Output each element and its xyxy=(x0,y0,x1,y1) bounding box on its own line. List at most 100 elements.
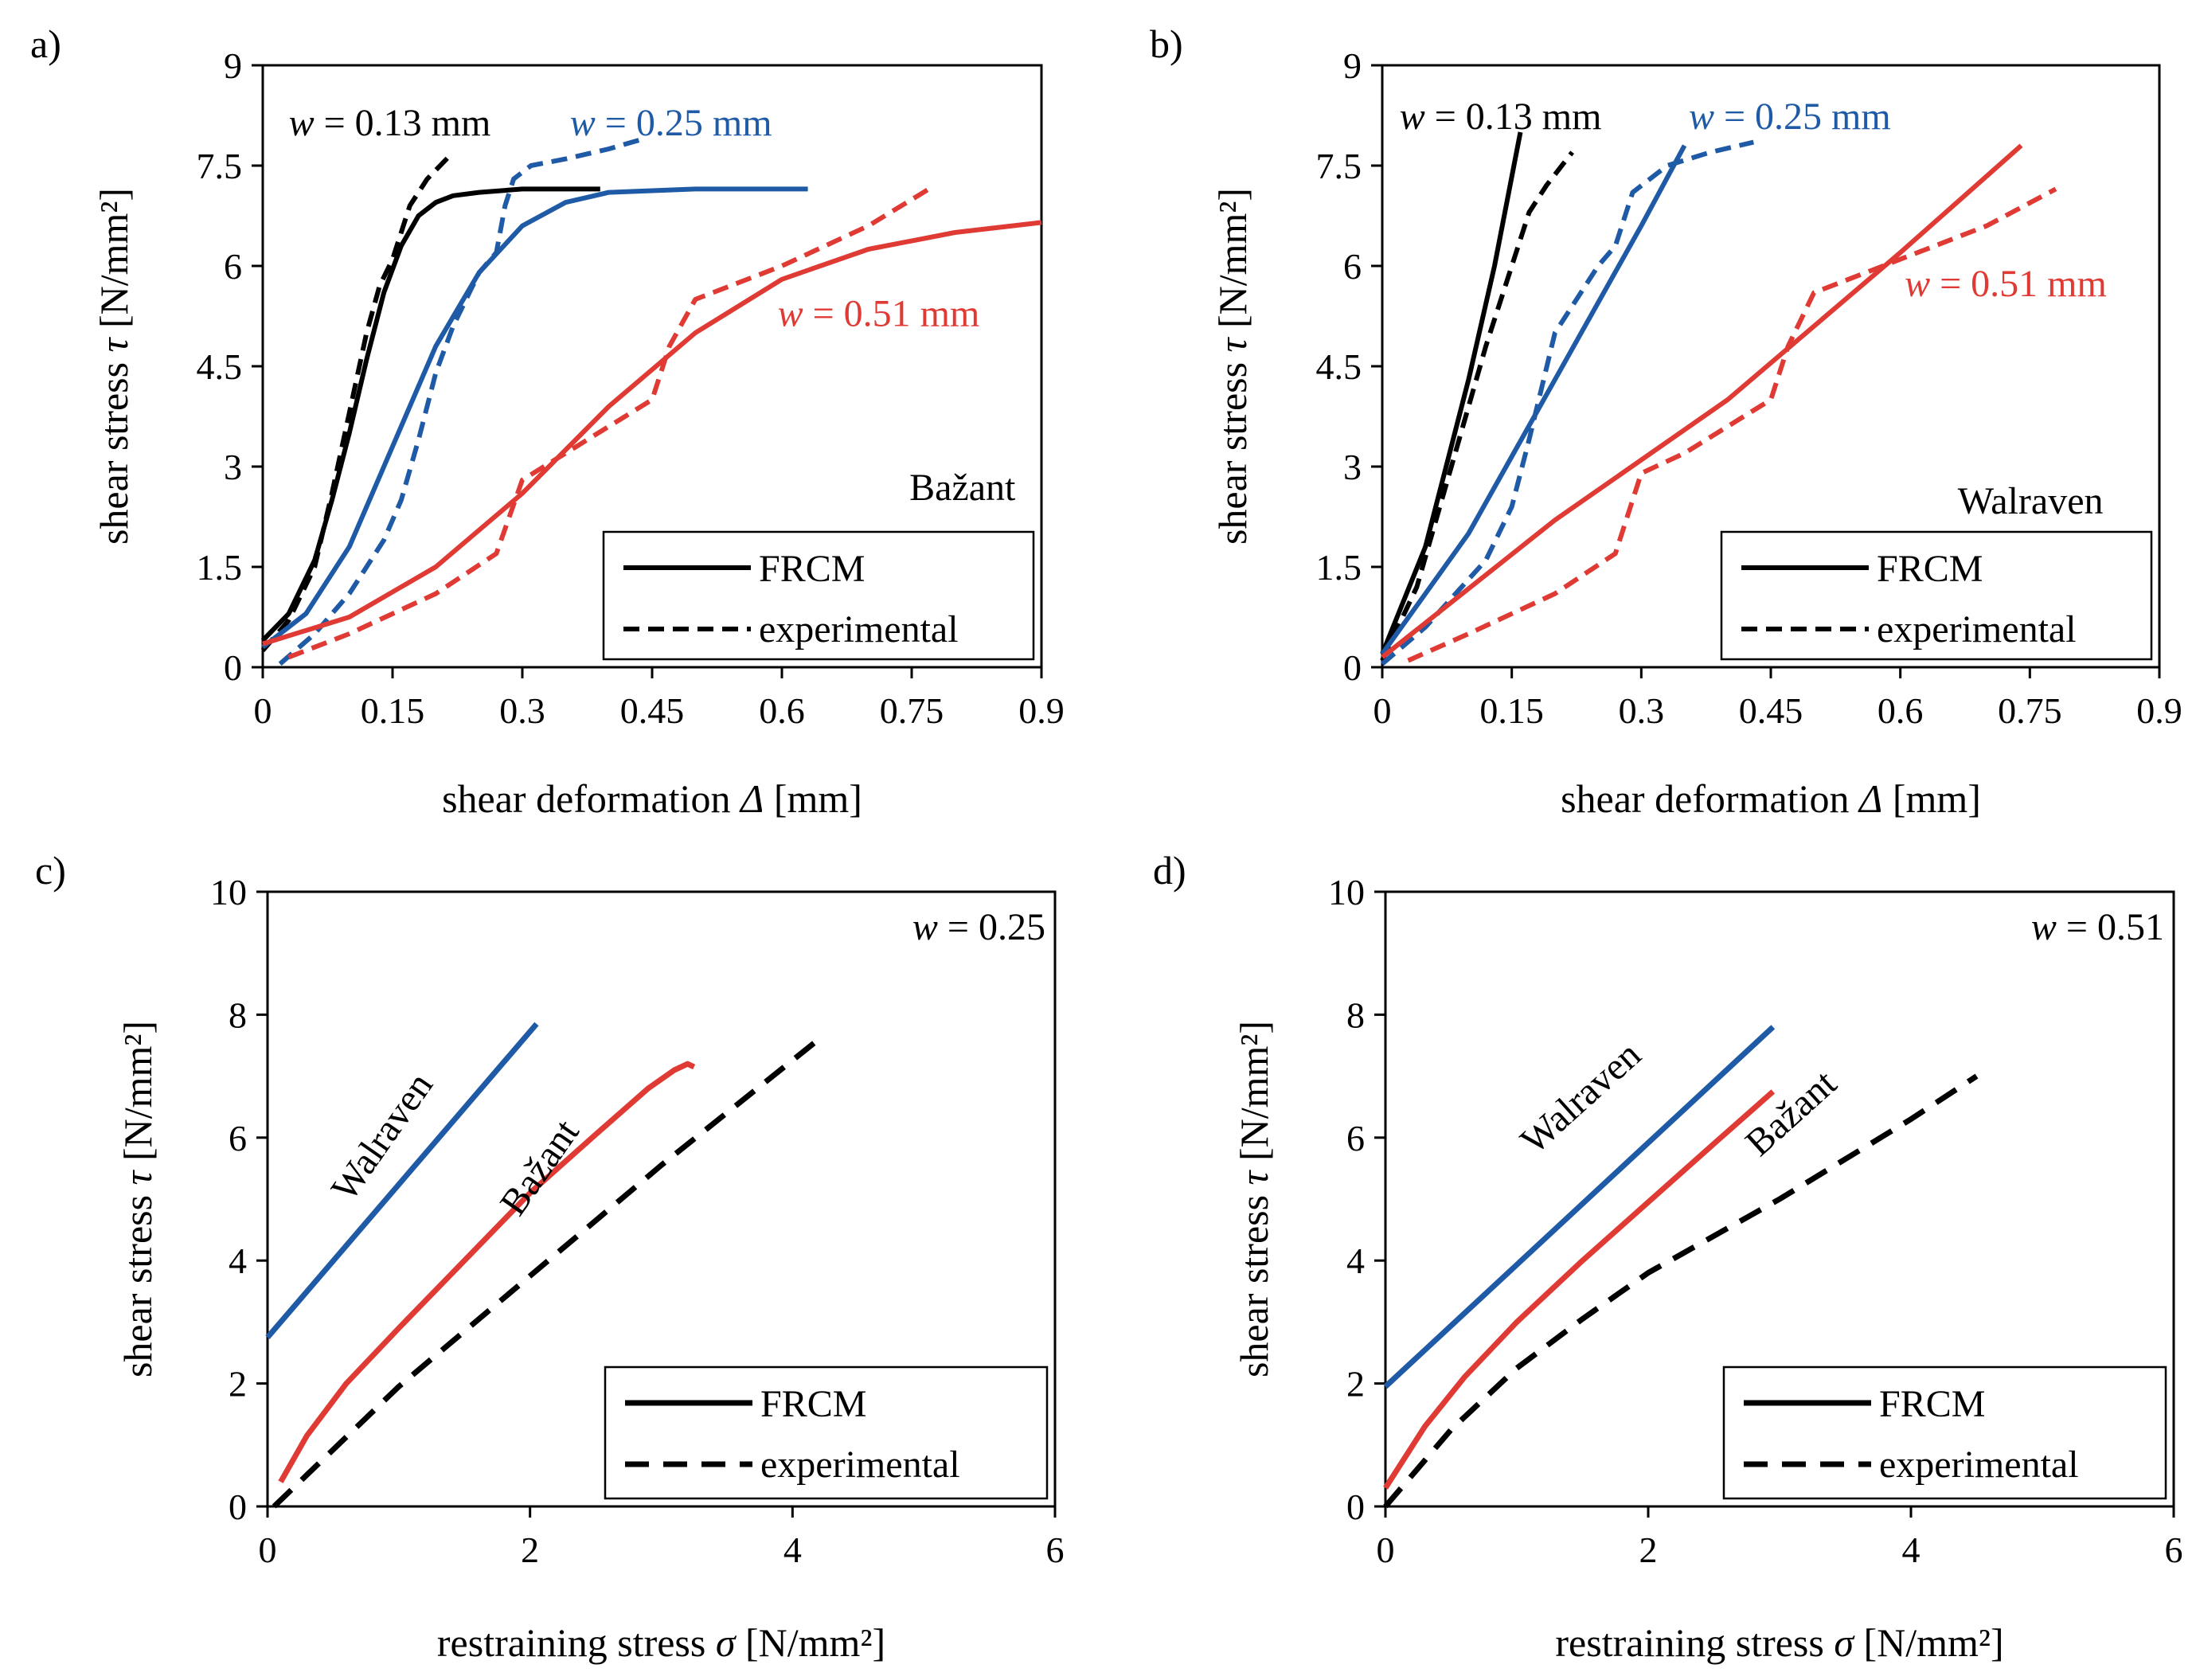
x-tick-label: 2 xyxy=(521,1530,539,1570)
annotation-blue: w = 0.25 mm xyxy=(570,102,772,144)
panel-b: b) 0 1.5 3 4.5 6 7.5 9 0 0.15 0.3 0.45 0.6 0.75 0.9 she… xyxy=(1150,21,2182,821)
y-tick-label: 3 xyxy=(224,447,242,487)
x-tick-label: 0 xyxy=(254,690,272,731)
legend-label-frcm: FRCM xyxy=(759,548,865,590)
x-tick-label: 2 xyxy=(1639,1530,1658,1570)
legend: FRCM experimental xyxy=(1720,530,2153,661)
legend-label-experimental: experimental xyxy=(1877,608,2077,651)
legend-box xyxy=(1722,1365,2167,1500)
x-tick-label: 0 xyxy=(1373,690,1392,731)
x-axis-title: shear deformation Δ [mm] xyxy=(1561,776,1981,821)
series-ba-ant xyxy=(1383,1089,1776,1490)
curve-label: Bažant xyxy=(492,1112,588,1223)
x-tick-label: 4 xyxy=(1902,1530,1921,1570)
y-axis-title: shear stress τ [N/mm²] xyxy=(92,188,136,545)
y-tick-label: 0 xyxy=(1346,1487,1365,1527)
series-w-0-25-mm-experimental xyxy=(1381,139,1754,666)
panel-label: b) xyxy=(1150,21,1183,66)
curve-label: Walraven xyxy=(323,1065,441,1209)
series-w-0-25-mm-frcm xyxy=(1380,144,1687,655)
plot-area xyxy=(1384,890,2175,1508)
series-w-0-51-mm-frcm xyxy=(262,220,1042,647)
y-tick-label: 10 xyxy=(210,872,247,912)
annotation-red: w = 0.51 mm xyxy=(778,293,980,335)
y-tick-label: 1.5 xyxy=(197,547,243,588)
y-tick-label: 6 xyxy=(1346,1118,1365,1158)
x-tick-label: 0 xyxy=(1377,1530,1395,1570)
y-tick-label: 2 xyxy=(1346,1364,1365,1405)
legend-box xyxy=(1720,530,2153,661)
legend-label-frcm: FRCM xyxy=(1877,548,1983,590)
y-tick-label: 10 xyxy=(1328,872,1365,912)
panel-label: d) xyxy=(1153,848,1186,893)
x-axis-title: shear deformation Δ [mm] xyxy=(442,776,862,821)
plot-area xyxy=(266,890,1057,1508)
x-tick-label: 0.75 xyxy=(880,690,944,731)
model-label: Walraven xyxy=(1958,480,2104,522)
y-tick-label: 7.5 xyxy=(1316,146,1362,186)
series-w-0-13-mm-frcm xyxy=(260,186,600,643)
panel-label: c) xyxy=(35,848,66,893)
y-tick-label: 0 xyxy=(229,1487,247,1527)
annotation-black: w = 0.13 mm xyxy=(289,102,491,144)
panel-d: d) 0 2 4 6 8 10 0 2 4 6 restraining stress σ [N/mm²… xyxy=(1153,848,2183,1665)
panel-a: a) 0 1.5 3 4.5 6 7.5 9 0 0.15 0.3 0.45 0.6 0.75 0.9 she… xyxy=(30,21,1065,821)
x-tick-label: 0.75 xyxy=(1998,690,2062,731)
legend: FRCM experimental xyxy=(602,530,1035,661)
panel-c: c) 0 2 4 6 8 10 0 2 4 6 restraining stress σ [N/mm²… xyxy=(35,848,1065,1665)
x-tick-label: 0.3 xyxy=(499,690,545,731)
x-axis-title: restraining stress σ [N/mm²] xyxy=(437,1620,885,1665)
y-tick-label: 9 xyxy=(224,45,242,86)
x-tick-label: 0.9 xyxy=(1018,690,1065,731)
y-tick-label: 3 xyxy=(1343,447,1362,487)
series-w-0-25-mm-experimental xyxy=(278,136,644,666)
legend: FRCM experimental xyxy=(604,1365,1049,1500)
y-tick-label: 8 xyxy=(1346,994,1365,1035)
y-tick-label: 2 xyxy=(229,1364,247,1405)
series-w-0-51-mm-frcm xyxy=(1381,143,2023,659)
corner-annotation: w = 0.25 xyxy=(912,906,1045,948)
x-tick-label: 0.15 xyxy=(1479,690,1544,731)
series-w-0-13-mm-experimental xyxy=(1380,150,1574,662)
legend-label-experimental: experimental xyxy=(1879,1444,2079,1486)
legend-label-frcm: FRCM xyxy=(1879,1383,1985,1425)
y-tick-label: 8 xyxy=(229,994,247,1035)
y-tick-label: 0 xyxy=(224,647,242,688)
legend: FRCM experimental xyxy=(1722,1365,2167,1500)
series-w-0-51-mm-experimental xyxy=(287,186,931,660)
x-tick-label: 0.15 xyxy=(361,690,425,731)
legend-label-frcm: FRCM xyxy=(760,1383,866,1425)
annotation-blue: w = 0.25 mm xyxy=(1689,96,1891,138)
series-experimental xyxy=(272,1037,821,1509)
corner-annotation: w = 0.51 xyxy=(2031,906,2164,948)
y-tick-label: 6 xyxy=(224,246,242,287)
series-w-0-13-mm-frcm xyxy=(1380,131,1523,655)
legend-box xyxy=(604,1365,1049,1500)
series-experimental xyxy=(1383,1073,1979,1509)
y-tick-label: 4.5 xyxy=(197,346,243,387)
model-label: Bažant xyxy=(909,467,1016,509)
y-tick-label: 1.5 xyxy=(1316,547,1362,588)
x-tick-label: 4 xyxy=(783,1530,802,1570)
y-tick-label: 7.5 xyxy=(197,146,243,186)
y-tick-label: 0 xyxy=(1343,647,1362,688)
x-tick-label: 0.3 xyxy=(1619,690,1665,731)
y-tick-label: 4 xyxy=(229,1240,247,1281)
x-tick-label: 6 xyxy=(1046,1530,1065,1570)
x-tick-label: 6 xyxy=(2165,1530,2183,1570)
series-w-0-51-mm-experimental xyxy=(1407,186,2057,663)
y-tick-label: 4.5 xyxy=(1316,346,1362,387)
y-tick-label: 6 xyxy=(1343,246,1362,287)
x-tick-label: 0.45 xyxy=(620,690,685,731)
annotation-black: w = 0.13 mm xyxy=(1400,96,1602,138)
x-tick-label: 0.45 xyxy=(1739,690,1803,731)
y-tick-label: 4 xyxy=(1346,1240,1365,1281)
panel-label: a) xyxy=(30,21,61,66)
x-tick-label: 0.6 xyxy=(1878,690,1924,731)
legend-label-experimental: experimental xyxy=(760,1444,960,1486)
series-w-0-13-mm-experimental xyxy=(260,150,455,652)
x-tick-label: 0.6 xyxy=(759,690,805,731)
series-ba-ant xyxy=(278,1061,696,1483)
legend-label-experimental: experimental xyxy=(759,608,959,651)
